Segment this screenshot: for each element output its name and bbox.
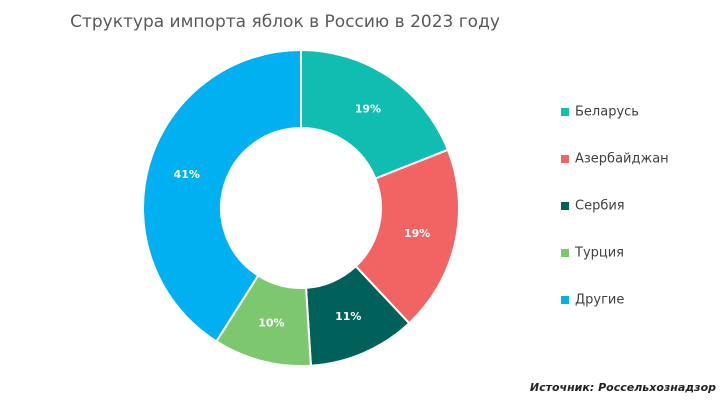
legend-label: Беларусь [575,105,639,120]
slice [300,48,450,180]
legend-swatch [561,155,569,163]
legend-swatch [561,249,569,257]
data-label: 11% [335,310,361,323]
data-label: 41% [174,168,200,181]
legend-swatch [561,108,569,116]
legend-label: Азербайджан [575,152,669,167]
legend-label: Сербия [575,199,625,214]
data-label: 19% [404,227,430,240]
source-note: Источник: Россельхознадзор [530,381,716,394]
legend-label: Другие [575,293,624,308]
chart-title: Структура импорта яблок в Россию в 2023 … [70,12,500,32]
legend-swatch [561,202,569,210]
data-label: 19% [355,103,381,116]
slice [142,48,302,343]
legend-label: Турция [574,246,624,261]
data-label: 10% [258,316,284,329]
legend-swatch [561,296,569,304]
slice [354,148,460,325]
